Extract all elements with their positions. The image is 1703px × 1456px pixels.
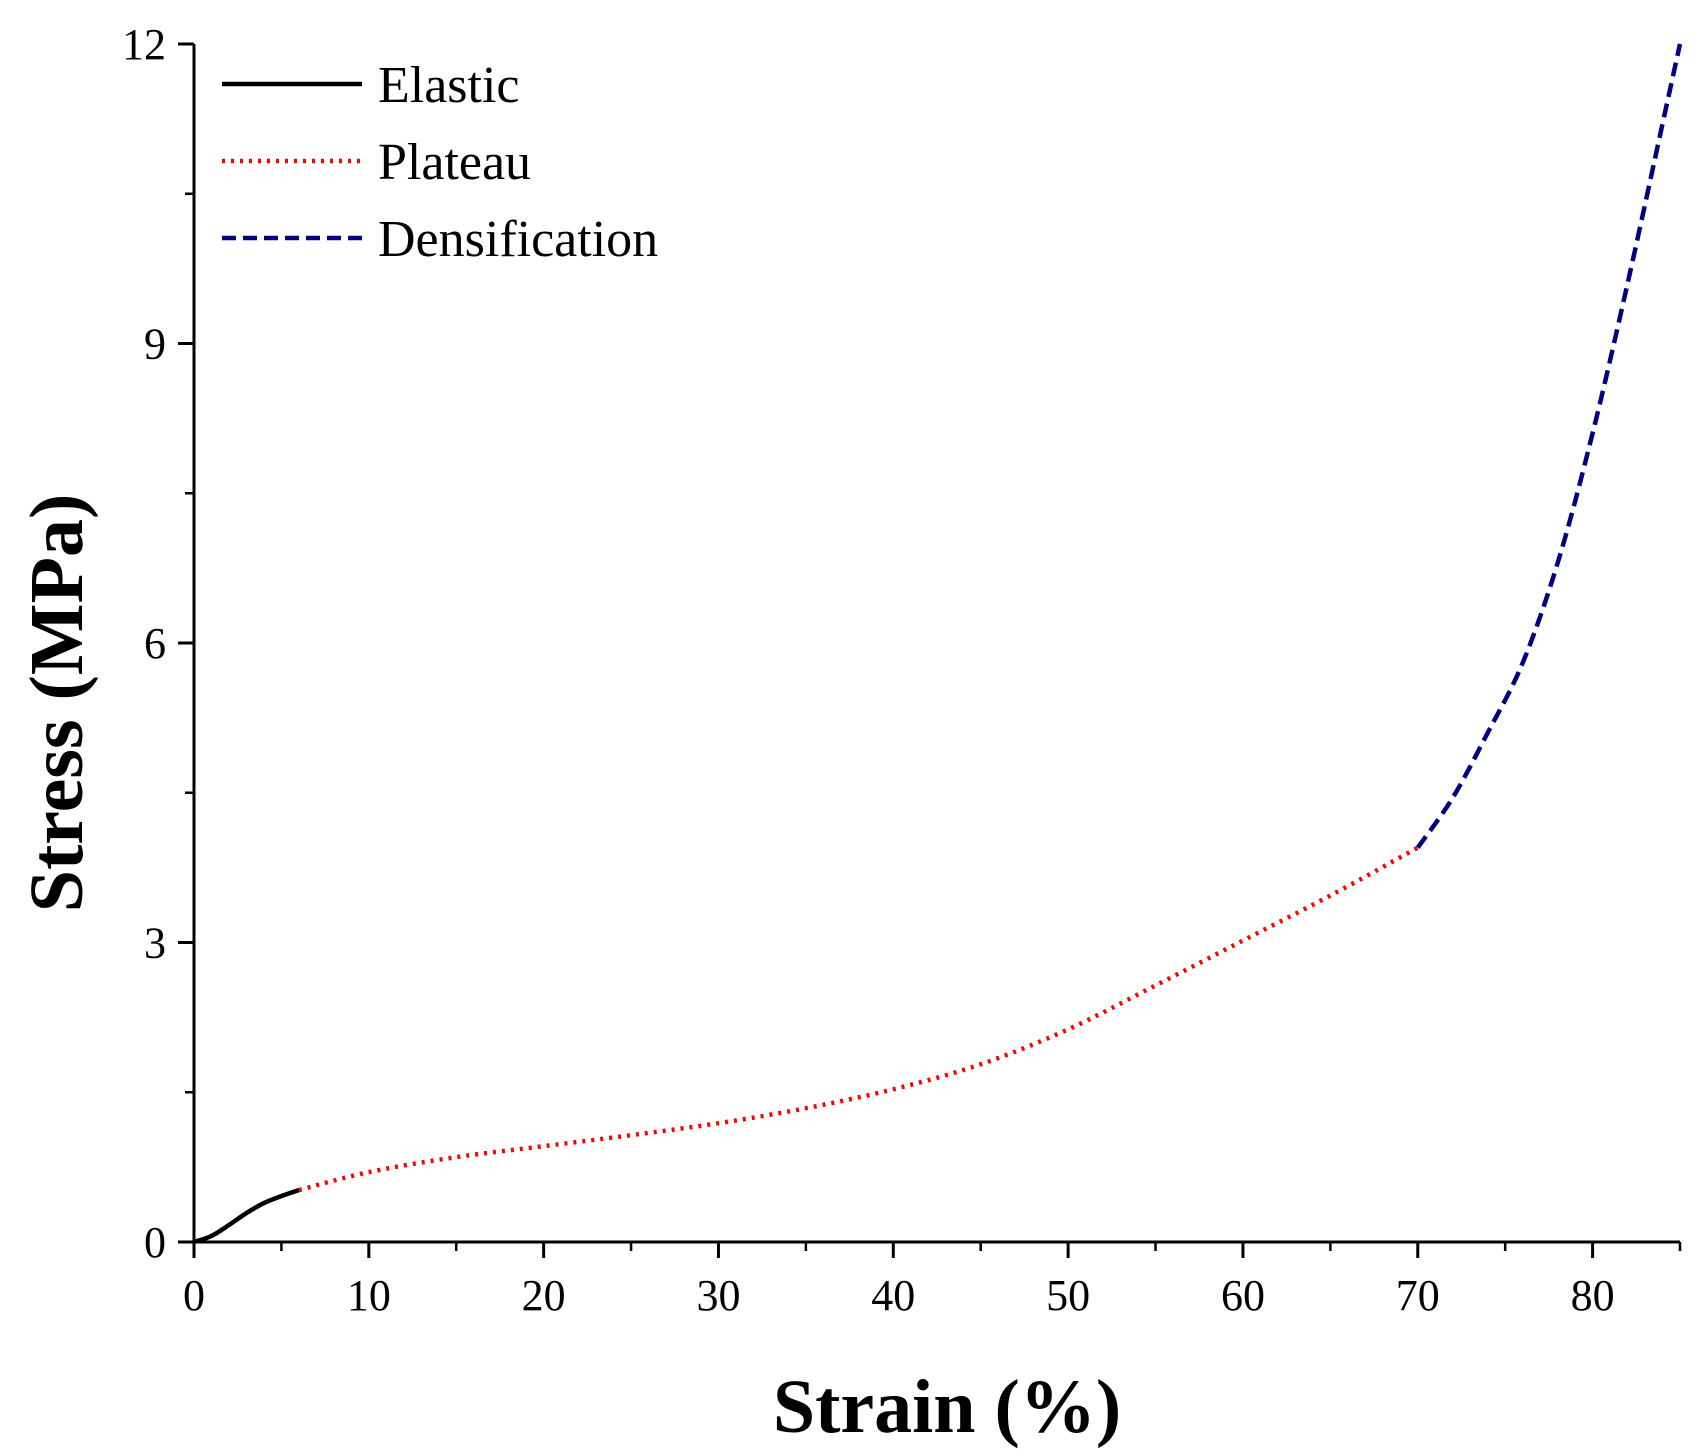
x-axis-title: Strain (%)	[773, 1365, 1121, 1449]
y-tick-label: 0	[144, 1218, 166, 1267]
x-tick-label: 0	[183, 1271, 205, 1320]
legend: Elastic Plateau Densification	[222, 57, 658, 268]
x-tick-label: 60	[1221, 1271, 1265, 1320]
y-tick-label: 3	[144, 919, 166, 968]
x-tick-label: 70	[1396, 1271, 1440, 1320]
y-tick-label: 9	[144, 320, 166, 369]
series-lines	[191, 43, 1683, 1245]
y-axis-title: Stress (MPa)	[15, 494, 99, 913]
legend-label-elastic: Elastic	[378, 57, 520, 114]
legend-label-densification: Densification	[378, 211, 658, 268]
series-line-elastic	[191, 1187, 302, 1245]
legend-label-plateau: Plateau	[378, 134, 531, 191]
x-tick-label: 40	[871, 1271, 915, 1320]
y-tick-label: 6	[144, 619, 166, 668]
x-tick-label: 20	[522, 1271, 566, 1320]
y-tick-label: 12	[122, 20, 166, 69]
x-tick-label: 50	[1046, 1271, 1090, 1320]
ticks: 0 10 20 30 40 50 60 70 80 0 3 6 9 12	[122, 20, 1682, 1320]
series-line-densification	[1415, 43, 1683, 849]
x-tick-label: 30	[696, 1271, 740, 1320]
x-tick-label: 10	[347, 1271, 391, 1320]
x-tick-label: 80	[1571, 1271, 1615, 1320]
series-line-plateau	[298, 845, 1419, 1193]
